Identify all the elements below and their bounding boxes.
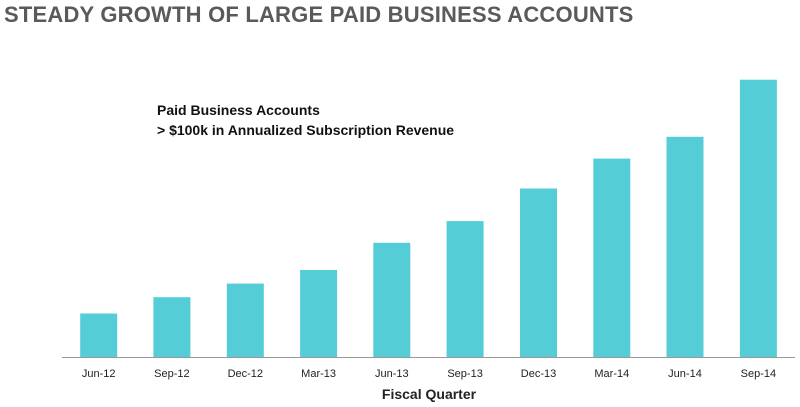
bar-jun-12 bbox=[80, 313, 118, 357]
x-tick-labels: Jun-12 Sep-12 Dec-12 Mar-13 Jun-13 Sep-13 Dec-… bbox=[82, 368, 776, 380]
x-tick-label: Mar-14 bbox=[594, 368, 629, 380]
x-tick-label: Jun-12 bbox=[82, 368, 116, 380]
x-tick-label: Jun-13 bbox=[375, 368, 409, 380]
annotation-line-1: Paid Business Accounts bbox=[157, 102, 320, 118]
x-tick-label: Sep-13 bbox=[447, 368, 482, 380]
x-tick-label: Mar-13 bbox=[301, 368, 336, 380]
x-tick-label: Jun-14 bbox=[668, 368, 702, 380]
bar-jun-13 bbox=[373, 242, 411, 357]
chart-title: STEADY GROWTH OF LARGE PAID BUSINESS ACC… bbox=[4, 2, 634, 27]
bar-sep-14 bbox=[739, 79, 777, 357]
x-tick-label: Sep-12 bbox=[154, 368, 189, 380]
bar-sep-12 bbox=[153, 297, 191, 357]
bar-dec-13 bbox=[520, 188, 557, 357]
x-axis-label: Fiscal Quarter bbox=[382, 386, 477, 402]
bar-mar-13 bbox=[300, 270, 338, 357]
bar-jun-14 bbox=[666, 136, 704, 357]
bars-group bbox=[80, 79, 777, 357]
bar-sep-13 bbox=[446, 221, 484, 357]
x-tick-label: Dec-13 bbox=[521, 368, 556, 380]
bar-dec-12 bbox=[226, 283, 264, 357]
annotation-line-2: > $100k in Annualized Subscription Reven… bbox=[157, 122, 455, 138]
chart-annotation: Paid Business Accounts > $100k in Annual… bbox=[157, 100, 454, 140]
bar-mar-14 bbox=[593, 158, 631, 357]
x-tick-label: Dec-12 bbox=[228, 368, 263, 380]
x-tick-label: Sep-14 bbox=[741, 368, 776, 380]
